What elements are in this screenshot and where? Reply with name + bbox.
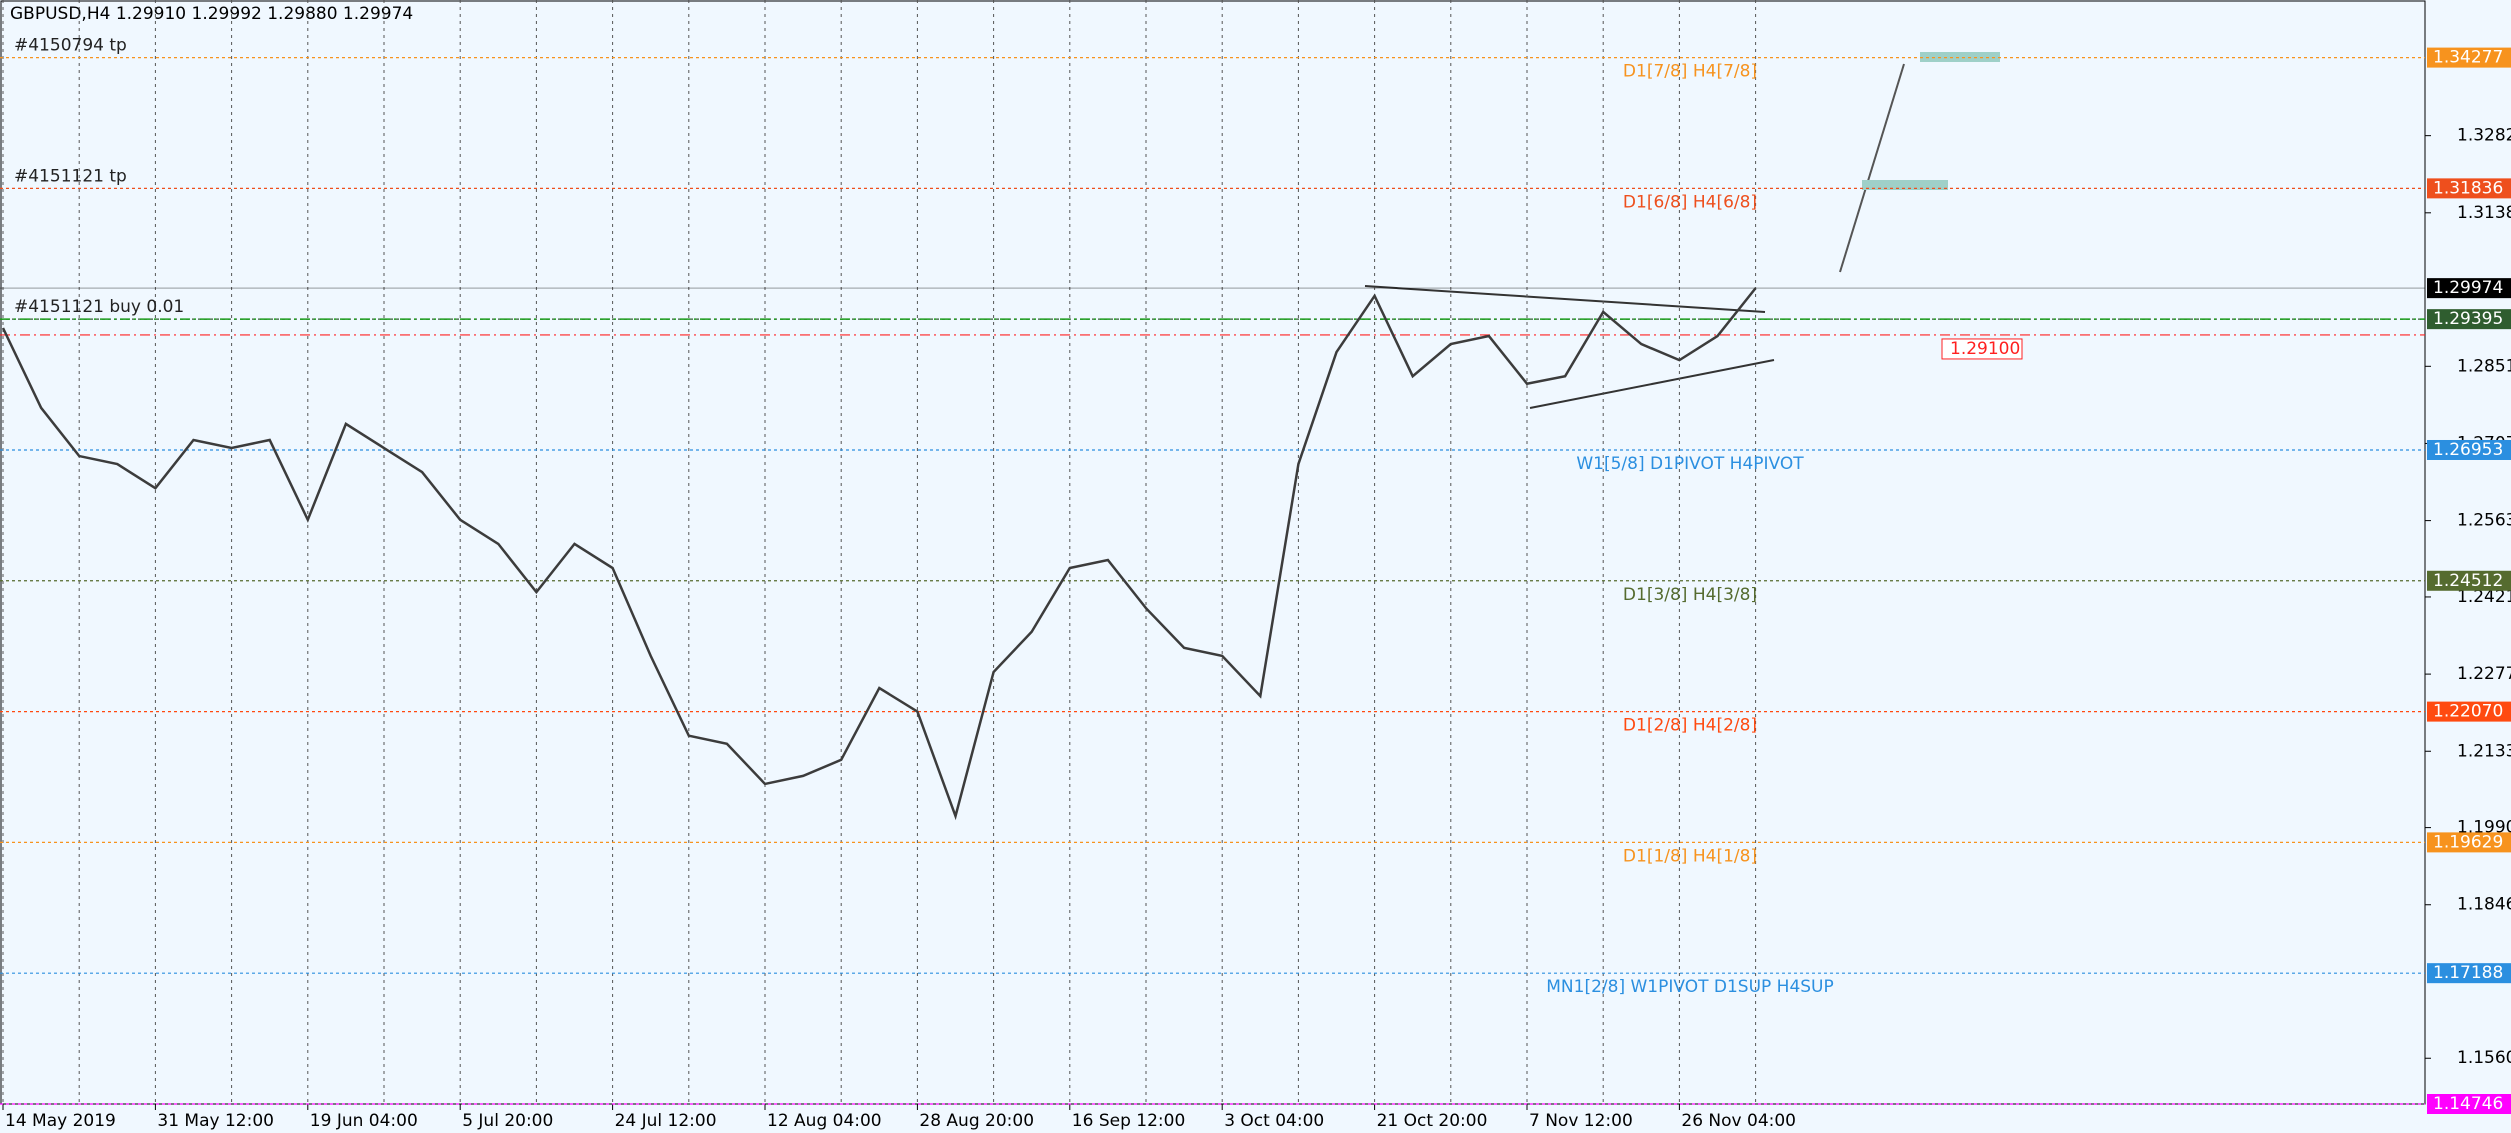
y-tick-label: 1.28515 (2457, 356, 2511, 376)
y-tick-label: 1.18465 (2457, 895, 2511, 915)
price-box (2427, 832, 2511, 853)
price-label: 1.17188 (2433, 963, 2503, 983)
projection-line (1839, 63, 1905, 273)
y-tick-label: 1.15600 (2457, 1048, 2511, 1068)
x-tick-label: 24 Jul 12:00 (615, 1111, 717, 1131)
trend-line (1529, 359, 1775, 409)
x-tick-label: 26 Nov 04:00 (1681, 1111, 1796, 1131)
order-text: #4151121 buy 0.01 (14, 297, 184, 317)
chart-title: GBPUSD,H4 1.29910 1.29992 1.29880 1.2997… (10, 4, 413, 24)
order-text: #4150794 tp (14, 36, 127, 56)
price-label: 1.26953 (2433, 440, 2503, 460)
x-tick-label: 21 Oct 20:00 (1377, 1111, 1488, 1131)
order-text: #4151121 tp (14, 166, 127, 186)
tp-zone (1862, 180, 1948, 190)
x-tick-label: 14 May 2019 (5, 1111, 116, 1131)
tp-zone (1920, 52, 2000, 62)
price-box (2427, 963, 2511, 984)
y-tick-label: 1.22770 (2457, 664, 2511, 684)
level-text: D1[2/8] H4[2/8] (1623, 716, 1757, 736)
x-tick-label: 16 Sep 12:00 (1072, 1111, 1185, 1131)
price-box (2427, 1094, 2511, 1114)
y-tick-label: 1.25635 (2457, 511, 2511, 531)
y-tick-label: 1.32820 (2457, 126, 2511, 146)
price-box (2427, 701, 2511, 722)
price-label: 1.24512 (2433, 571, 2503, 591)
x-tick-label: 28 Aug 20:00 (919, 1111, 1034, 1131)
price-box (2427, 570, 2511, 591)
price-label: 1.14746 (2433, 1094, 2503, 1114)
stop-box (1941, 338, 2023, 360)
level-text: D1[6/8] H4[6/8] (1623, 192, 1757, 212)
price-label: 1.34277 (2433, 48, 2503, 68)
price-box (2427, 47, 2511, 68)
price-label: 1.19629 (2433, 832, 2503, 852)
x-tick-label: 3 Oct 04:00 (1224, 1111, 1324, 1131)
level-text: D1[7/8] H4[7/8] (1623, 62, 1757, 82)
x-tick-label: 19 Jun 04:00 (310, 1111, 418, 1131)
price-box (2427, 309, 2511, 330)
x-tick-label: 12 Aug 04:00 (767, 1111, 882, 1131)
x-tick-label: 7 Nov 12:00 (1529, 1111, 1633, 1131)
price-box (2427, 439, 2511, 460)
y-tick-label: 1.31380 (2457, 203, 2511, 223)
stop-label: 1.29100 (1950, 339, 2020, 359)
level-text: MN1[2/8] W1PIVOT D1SUP H4SUP (1546, 977, 1834, 997)
x-tick-label: 5 Jul 20:00 (462, 1111, 553, 1131)
y-tick-label: 1.24210 (2457, 587, 2511, 607)
price-label: 1.29974 (2433, 278, 2503, 298)
price-box (2427, 278, 2511, 299)
trend-line (1364, 285, 1766, 313)
price-label: 1.31836 (2433, 178, 2503, 198)
level-text: D1[1/8] H4[1/8] (1623, 846, 1757, 866)
price-label: 1.29395 (2433, 309, 2503, 329)
level-text: W1[5/8] D1PIVOT H4PIVOT (1576, 454, 1804, 474)
price-label: 1.22070 (2433, 702, 2503, 722)
x-tick-label: 31 May 12:00 (157, 1111, 274, 1131)
y-tick-label: 1.21330 (2457, 741, 2511, 761)
price-box (2427, 178, 2511, 199)
price-line (1, 287, 1757, 821)
level-text: D1[3/8] H4[3/8] (1623, 585, 1757, 605)
